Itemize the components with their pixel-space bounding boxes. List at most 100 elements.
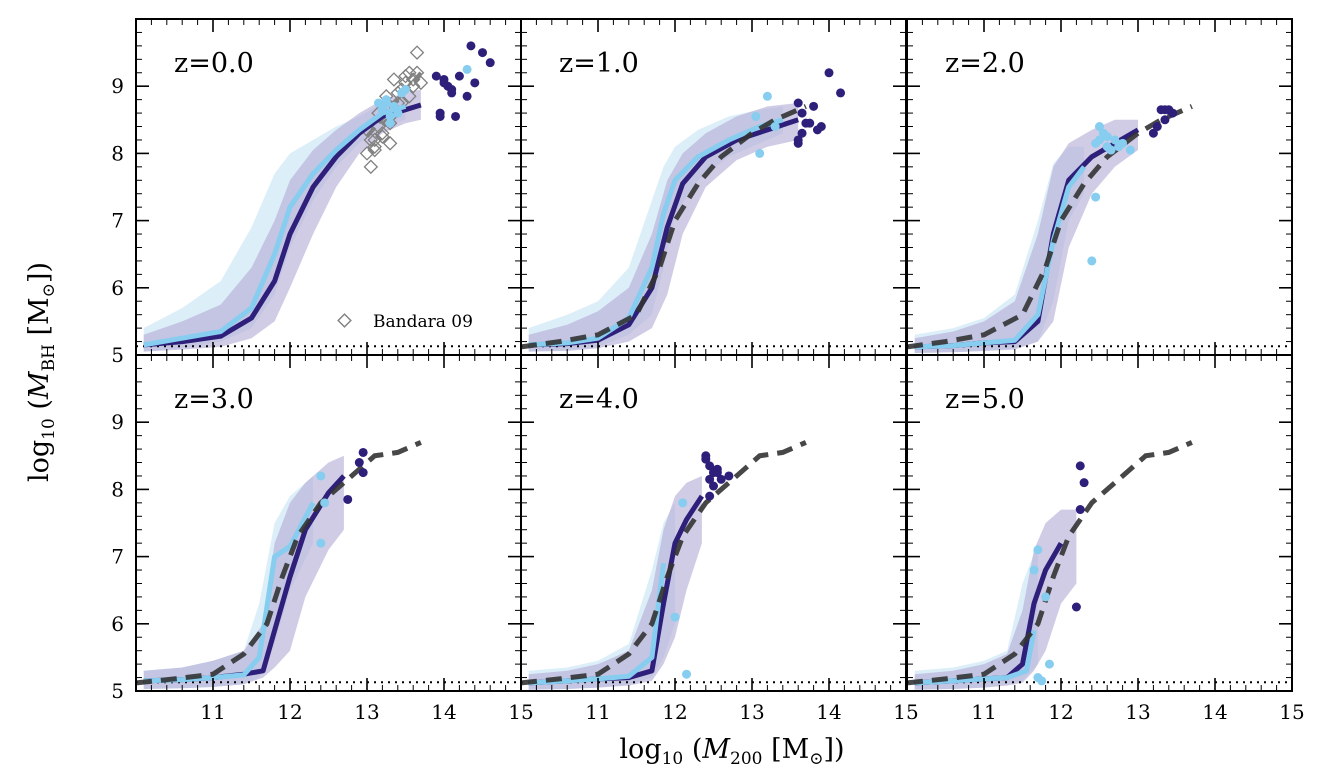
x-axis-title: log10 (M200 [M⊙]) — [619, 734, 844, 769]
light-band — [914, 543, 1038, 690]
dark-band — [914, 509, 1077, 690]
y-tick-label: 7 — [111, 545, 124, 569]
y-tick-label: 8 — [111, 141, 124, 165]
dark-point — [454, 71, 464, 81]
y-tick-label: 7 — [111, 209, 124, 233]
dark-point — [439, 78, 449, 88]
light-point — [1106, 145, 1116, 155]
light-point — [385, 118, 395, 128]
light-point — [1125, 145, 1135, 155]
dark-point — [797, 128, 807, 138]
observation-diamond — [409, 45, 425, 60]
light-point — [385, 111, 395, 121]
observation-diamond — [386, 72, 402, 87]
light-median-line — [914, 165, 1087, 350]
dark-point — [485, 58, 495, 68]
panel-label: z=3.0 — [174, 384, 254, 415]
panel-z-1-0: z=1.0 — [520, 18, 907, 356]
ticks — [906, 354, 1293, 692]
dark-point — [478, 48, 487, 58]
light-point — [1095, 122, 1104, 132]
dark-point — [1075, 505, 1085, 515]
panel-frame — [906, 354, 1293, 692]
panel-z-5-0: z=5.0 11 12 13 14 15 — [906, 354, 1305, 724]
panel-z-4-0: z=4.0 11 12 13 14 15 — [520, 354, 919, 724]
light-point — [393, 108, 403, 118]
dark-point — [358, 468, 368, 478]
light-point — [389, 101, 399, 111]
panel-label: z=0.0 — [174, 48, 254, 79]
light-point — [682, 669, 692, 679]
y-tick-label: 6 — [111, 276, 124, 300]
light-point — [1114, 142, 1124, 152]
x-tick-label: 11 — [971, 700, 996, 724]
dark-point — [1152, 122, 1162, 132]
dark-point — [824, 68, 834, 78]
light-point — [462, 64, 472, 74]
dashed-relation-line — [521, 440, 807, 686]
x-tick-label: 12 — [277, 700, 302, 724]
x-tick-label: 13 — [1125, 700, 1150, 724]
dark-point — [793, 98, 803, 108]
dark-point — [705, 491, 715, 501]
dark-band — [914, 119, 1138, 353]
x-tick-label: 15 — [1279, 700, 1304, 724]
light-median-line — [143, 103, 407, 348]
y-tick-label: 6 — [111, 612, 124, 636]
observation-diamond — [367, 139, 382, 154]
y-tick-label: 5 — [111, 679, 124, 703]
dark-point — [343, 494, 353, 504]
light-point — [381, 98, 391, 108]
plot-area — [521, 440, 906, 690]
light-point — [401, 85, 410, 95]
dark-point — [716, 474, 726, 484]
dark-band — [143, 89, 421, 352]
dark-point — [447, 88, 457, 98]
x-tick-label: 13 — [354, 700, 379, 724]
dark-point — [712, 468, 722, 478]
light-point — [1037, 676, 1047, 686]
dashed-relation-line — [136, 440, 422, 686]
x-tick-label: 12 — [662, 700, 687, 724]
y-tick-label: 9 — [111, 74, 124, 98]
light-point — [670, 612, 680, 622]
x-tick-label: 12 — [1048, 700, 1073, 724]
light-point — [755, 148, 765, 158]
legend-label: Bandara 09 — [373, 312, 473, 332]
light-point — [1029, 565, 1039, 575]
dark-point — [724, 471, 734, 481]
panel-label: z=1.0 — [559, 48, 639, 79]
light-point — [1102, 132, 1112, 142]
light-point — [1033, 545, 1043, 555]
observation-diamond — [359, 146, 375, 161]
light-point — [678, 498, 688, 508]
legend-marker-diamond — [337, 313, 352, 328]
plot-area — [521, 68, 906, 352]
y-tick-label: 9 — [111, 410, 124, 434]
light-point — [1095, 135, 1104, 145]
dark-point — [431, 71, 441, 81]
plot-area — [907, 104, 1292, 353]
dark-point — [462, 91, 472, 101]
legend: Bandara 09 — [337, 312, 473, 332]
dark-point — [1160, 115, 1170, 125]
light-point — [762, 91, 772, 101]
observation-diamond — [375, 125, 390, 141]
panel-z-2-0: z=2.0 — [906, 18, 1293, 356]
dark-band — [143, 455, 344, 689]
dark-point — [812, 125, 822, 135]
light-point — [316, 471, 326, 481]
dashed-relation-line — [907, 104, 1193, 350]
observation-diamond — [363, 159, 379, 175]
panel-label: z=2.0 — [945, 48, 1025, 79]
dark-band — [528, 103, 799, 352]
light-point — [374, 98, 384, 108]
light-point — [770, 122, 780, 132]
y-axis-title: log10 (MBH [M⊙]) — [24, 262, 59, 482]
x-tick-label: 13 — [739, 700, 764, 724]
dark-point — [793, 138, 803, 148]
light-point — [1087, 256, 1097, 266]
panel-z-3-0: z=3.0 5 6 7 8 9 11 12 13 14 15 — [111, 354, 534, 724]
light-point — [316, 538, 326, 548]
dark-point — [805, 118, 815, 128]
